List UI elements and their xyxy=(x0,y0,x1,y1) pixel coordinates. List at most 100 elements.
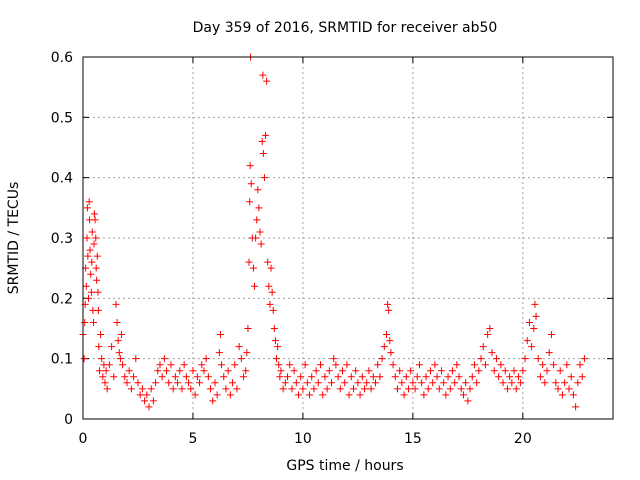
grid-layer xyxy=(83,57,613,419)
data-point xyxy=(231,361,239,369)
data-point xyxy=(167,361,175,369)
data-point xyxy=(82,282,90,290)
data-point xyxy=(163,367,171,375)
data-point xyxy=(112,300,120,308)
data-point xyxy=(246,162,254,170)
data-point xyxy=(83,204,91,212)
data-point xyxy=(277,367,285,375)
data-point xyxy=(424,385,432,393)
data-point xyxy=(532,312,540,320)
data-point xyxy=(290,367,298,375)
data-point xyxy=(393,385,401,393)
data-point xyxy=(360,385,368,393)
y-tick-label: 0 xyxy=(64,412,73,428)
data-point xyxy=(380,343,388,351)
data-point xyxy=(202,355,210,363)
data-point xyxy=(207,385,215,393)
data-point xyxy=(158,373,166,381)
data-point xyxy=(523,337,531,345)
data-point xyxy=(479,343,487,351)
data-point xyxy=(182,373,190,381)
x-tick-label: 0 xyxy=(79,431,88,447)
data-point xyxy=(216,331,224,339)
data-point xyxy=(237,355,245,363)
data-point xyxy=(127,385,135,393)
data-point xyxy=(422,373,430,381)
data-point xyxy=(574,379,582,387)
data-point xyxy=(108,343,116,351)
data-point xyxy=(521,355,529,363)
data-point xyxy=(470,361,478,369)
data-point xyxy=(271,337,279,345)
data-point xyxy=(442,391,450,399)
data-point xyxy=(176,367,184,375)
data-point xyxy=(113,318,121,326)
data-point xyxy=(572,403,580,411)
data-point xyxy=(499,379,507,387)
data-point xyxy=(444,373,452,381)
data-point xyxy=(492,355,500,363)
data-point xyxy=(321,373,329,381)
data-point xyxy=(252,234,260,242)
data-point xyxy=(266,300,274,308)
data-point xyxy=(336,385,344,393)
data-point xyxy=(245,258,253,266)
data-point xyxy=(263,77,271,85)
data-point xyxy=(174,379,182,387)
data-point xyxy=(398,379,406,387)
data-point xyxy=(91,216,99,224)
data-point xyxy=(198,361,206,369)
data-point xyxy=(95,367,103,375)
data-point xyxy=(193,373,201,381)
data-point xyxy=(116,355,124,363)
data-point xyxy=(83,234,91,242)
data-point xyxy=(81,318,89,326)
y-axis-label: SRMTID / TECUs xyxy=(6,182,22,295)
data-point xyxy=(275,361,283,369)
data-point xyxy=(312,367,320,375)
data-point xyxy=(503,385,511,393)
data-point xyxy=(149,397,157,405)
data-point xyxy=(125,367,133,375)
data-point xyxy=(400,391,408,399)
data-point xyxy=(211,379,219,387)
data-point xyxy=(297,373,305,381)
data-point xyxy=(265,282,273,290)
data-point xyxy=(391,373,399,381)
data-point xyxy=(299,385,307,393)
data-point xyxy=(259,150,267,158)
y-tick-label: 0.5 xyxy=(51,110,73,126)
data-point xyxy=(88,258,96,266)
data-point xyxy=(286,361,294,369)
data-point xyxy=(495,373,503,381)
data-point xyxy=(229,379,237,387)
data-point xyxy=(191,391,199,399)
data-point xyxy=(530,325,538,332)
data-point xyxy=(99,373,107,381)
data-point xyxy=(339,367,347,375)
data-point xyxy=(578,373,586,381)
data-point xyxy=(196,379,204,387)
data-point xyxy=(132,355,140,363)
data-point xyxy=(257,240,265,248)
data-point xyxy=(301,361,309,369)
data-point xyxy=(576,361,584,369)
data-point xyxy=(525,318,533,326)
data-point xyxy=(136,391,144,399)
data-point xyxy=(215,349,223,357)
data-point xyxy=(541,379,549,387)
data-point xyxy=(534,355,542,363)
data-point xyxy=(435,385,443,393)
data-point xyxy=(561,379,569,387)
data-point xyxy=(514,373,522,381)
data-point xyxy=(426,367,434,375)
data-point xyxy=(117,331,125,339)
data-point xyxy=(94,288,102,296)
data-point xyxy=(145,403,153,411)
data-point xyxy=(451,379,459,387)
data-point xyxy=(260,174,268,182)
data-point xyxy=(105,361,113,369)
data-point xyxy=(204,373,212,381)
data-point xyxy=(187,385,195,393)
